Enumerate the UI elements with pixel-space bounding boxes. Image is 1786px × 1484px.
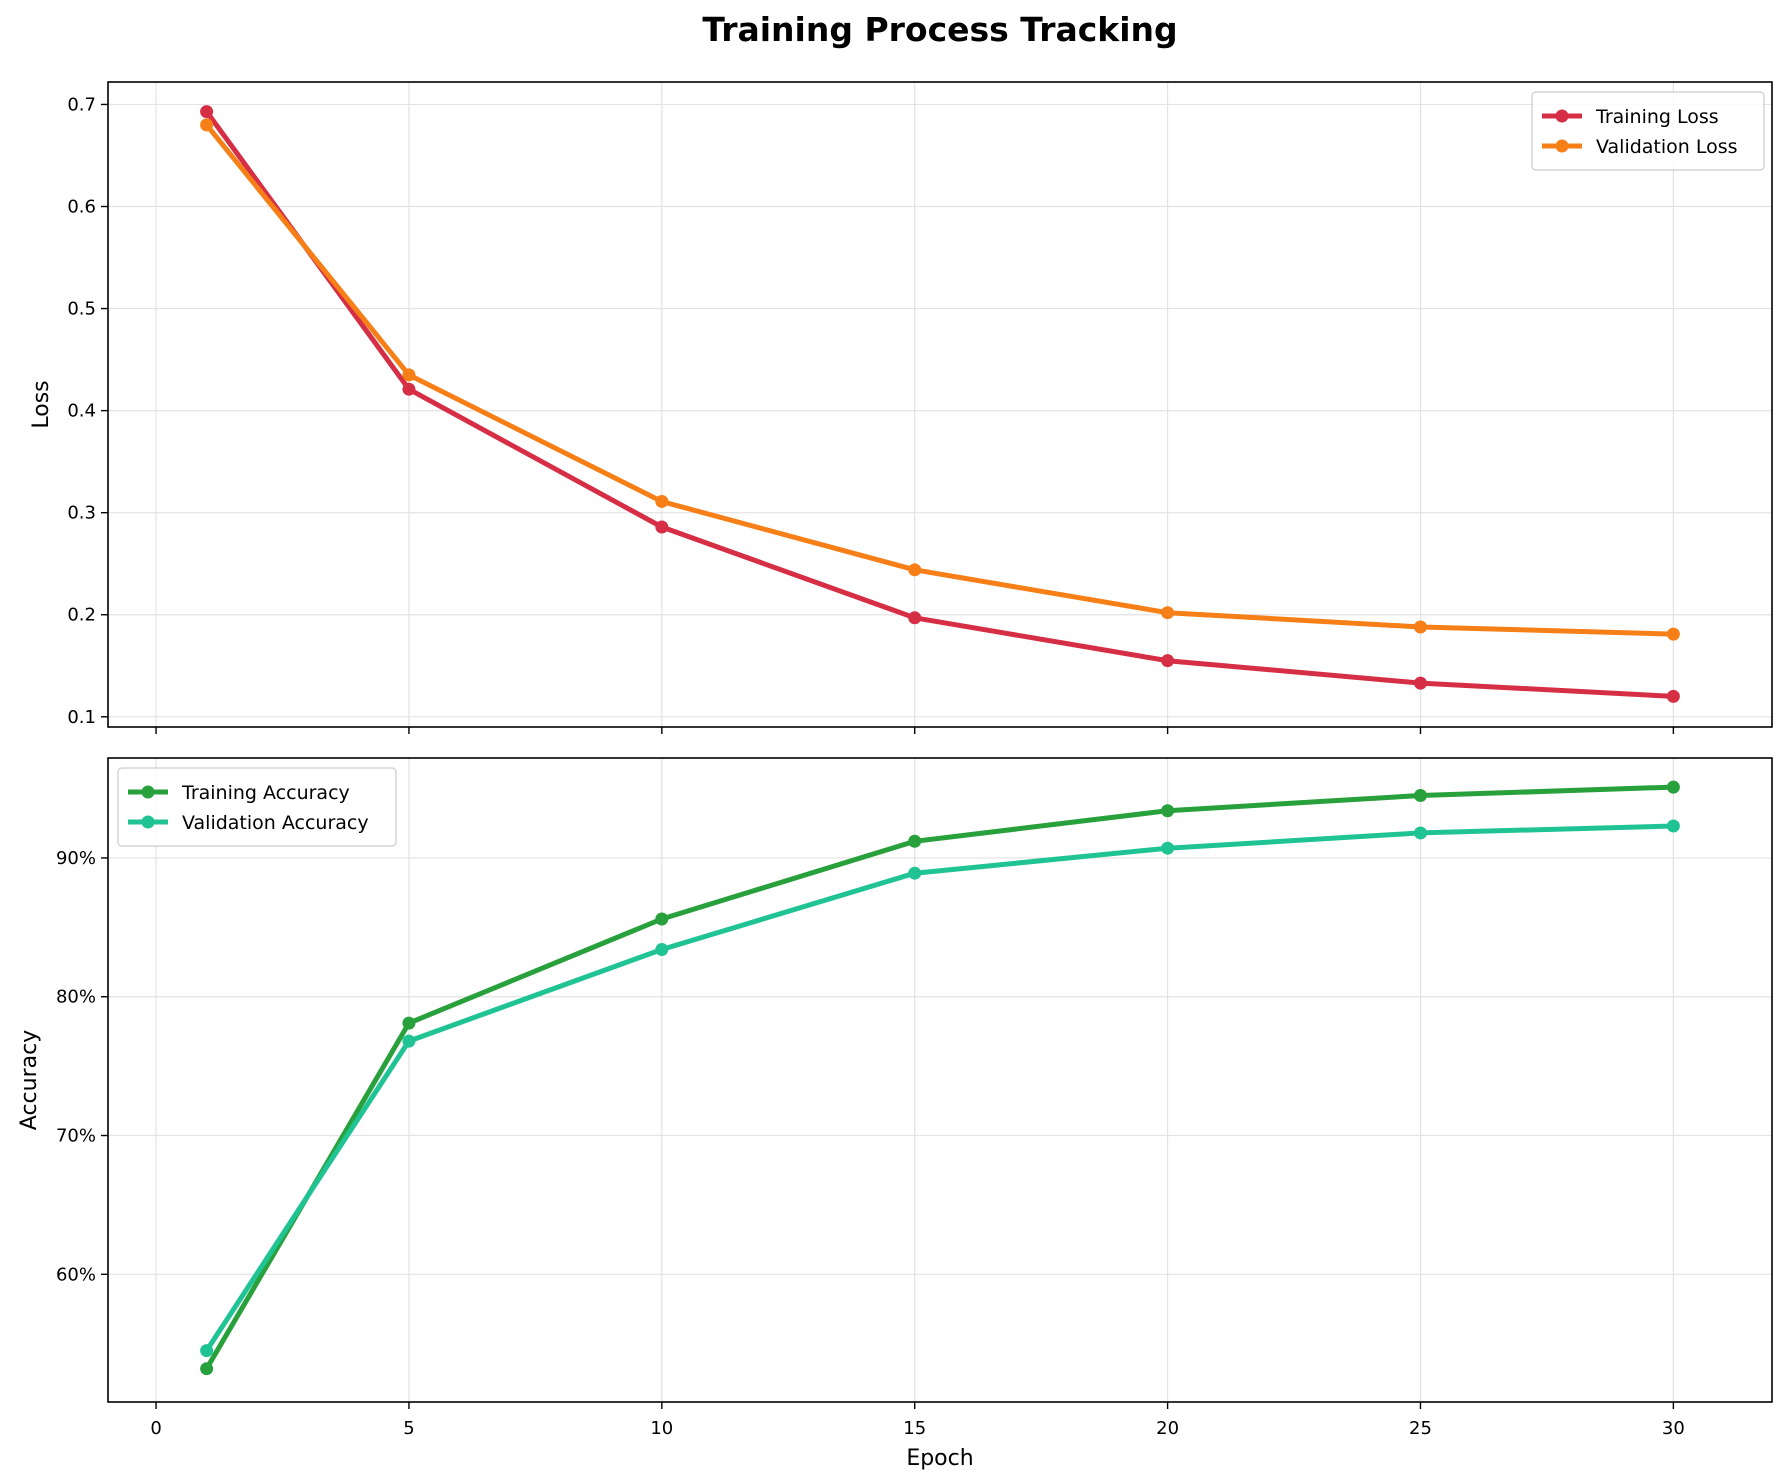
training-accuracy-legend-label: Training Accuracy — [181, 782, 350, 804]
validation-loss-point — [402, 368, 416, 382]
loss-legend: Training Loss Validation Loss — [1531, 91, 1765, 171]
validation-loss-point — [908, 563, 922, 577]
loss-ytick-label: 0.1 — [67, 707, 96, 728]
loss-ytick-label: 0.3 — [67, 503, 96, 524]
validation-loss-point — [1161, 606, 1175, 620]
validation-accuracy-line — [204, 823, 1676, 1354]
accuracy-xtick-label: 0 — [150, 1418, 161, 1439]
loss-ytick-label: 0.2 — [67, 605, 96, 626]
training-accuracy-point — [200, 1362, 214, 1376]
accuracy-ytick-label: 70% — [56, 1126, 96, 1147]
accuracy-ytick-label: 60% — [56, 1264, 96, 1285]
validation-accuracy-legend-marker — [141, 815, 155, 829]
validation-loss-line — [204, 122, 1676, 637]
training-loss-point — [1161, 654, 1175, 668]
accuracy-xtick-label: 5 — [403, 1418, 414, 1439]
loss-grid — [108, 82, 1772, 727]
accuracy-legend-box — [117, 767, 397, 847]
training-loss-point — [655, 520, 669, 534]
accuracy-xtick-label: 20 — [1156, 1418, 1179, 1439]
validation-accuracy-legend-label: Validation Accuracy — [182, 812, 369, 834]
training-accuracy-point — [908, 834, 922, 848]
loss-ytick-label: 0.7 — [67, 94, 96, 115]
validation-loss-point — [1413, 620, 1427, 634]
accuracy-xlabel: Epoch — [906, 1446, 973, 1471]
training-loss-line — [204, 109, 1676, 699]
accuracy-ytick-label: 80% — [56, 987, 96, 1008]
accuracy-ylabel: Accuracy — [17, 1030, 42, 1130]
validation-accuracy-point — [1413, 826, 1427, 840]
validation-loss-point — [200, 118, 214, 132]
training-accuracy-point — [1161, 804, 1175, 818]
accuracy-axes-frame — [107, 757, 1773, 1403]
validation-loss-legend-label: Validation Loss — [1596, 136, 1738, 158]
training-accuracy-legend-marker — [141, 785, 155, 799]
training-loss-legend-marker — [1555, 109, 1569, 123]
accuracy-ticks: 0 5 10 15 20 25 30 60% 70% 80% 90% — [56, 848, 1685, 1439]
loss-ticks: 0.1 0.2 0.3 0.4 0.5 0.6 0.7 — [67, 94, 1675, 734]
accuracy-series — [200, 780, 1680, 1376]
accuracy-xtick-label: 30 — [1662, 1418, 1685, 1439]
accuracy-xtick-label: 10 — [650, 1418, 673, 1439]
chart-title: Training Process Tracking — [702, 10, 1177, 49]
training-loss-legend-label: Training Loss — [1595, 106, 1719, 128]
training-loss-point — [402, 382, 416, 396]
accuracy-legend: Training Accuracy Validation Accuracy — [117, 767, 397, 847]
loss-legend-box — [1531, 91, 1765, 171]
loss-ytick-label: 0.6 — [67, 197, 96, 218]
validation-loss-point — [1666, 627, 1680, 641]
accuracy-ytick-label: 90% — [56, 848, 96, 869]
validation-accuracy-point — [200, 1344, 214, 1358]
validation-accuracy-point — [402, 1034, 416, 1048]
training-accuracy-point — [402, 1016, 416, 1030]
training-accuracy-point — [1413, 788, 1427, 802]
training-loss-point — [1413, 676, 1427, 690]
loss-series — [200, 105, 1680, 703]
loss-ytick-label: 0.5 — [67, 299, 96, 320]
training-loss-point — [908, 611, 922, 625]
validation-loss-point — [655, 494, 669, 508]
loss-ylabel: Loss — [29, 380, 54, 428]
training-accuracy-point — [1666, 780, 1680, 794]
training-loss-point — [1666, 689, 1680, 703]
training-accuracy-point — [655, 912, 669, 926]
accuracy-xtick-label: 25 — [1409, 1418, 1432, 1439]
validation-accuracy-point — [908, 866, 922, 880]
validation-accuracy-point — [655, 943, 669, 957]
loss-axes-frame — [107, 81, 1773, 728]
training-accuracy-line — [204, 784, 1676, 1372]
loss-ytick-label: 0.4 — [67, 401, 96, 422]
accuracy-xtick-label: 15 — [903, 1418, 926, 1439]
validation-accuracy-point — [1666, 819, 1680, 833]
validation-loss-legend-marker — [1555, 139, 1569, 153]
training-loss-point — [200, 105, 214, 119]
accuracy-grid — [108, 758, 1772, 1402]
loss-panel: 0.1 0.2 0.3 0.4 0.5 0.6 0.7 Loss Training Loss… — [29, 81, 1773, 734]
validation-accuracy-point — [1161, 841, 1175, 855]
